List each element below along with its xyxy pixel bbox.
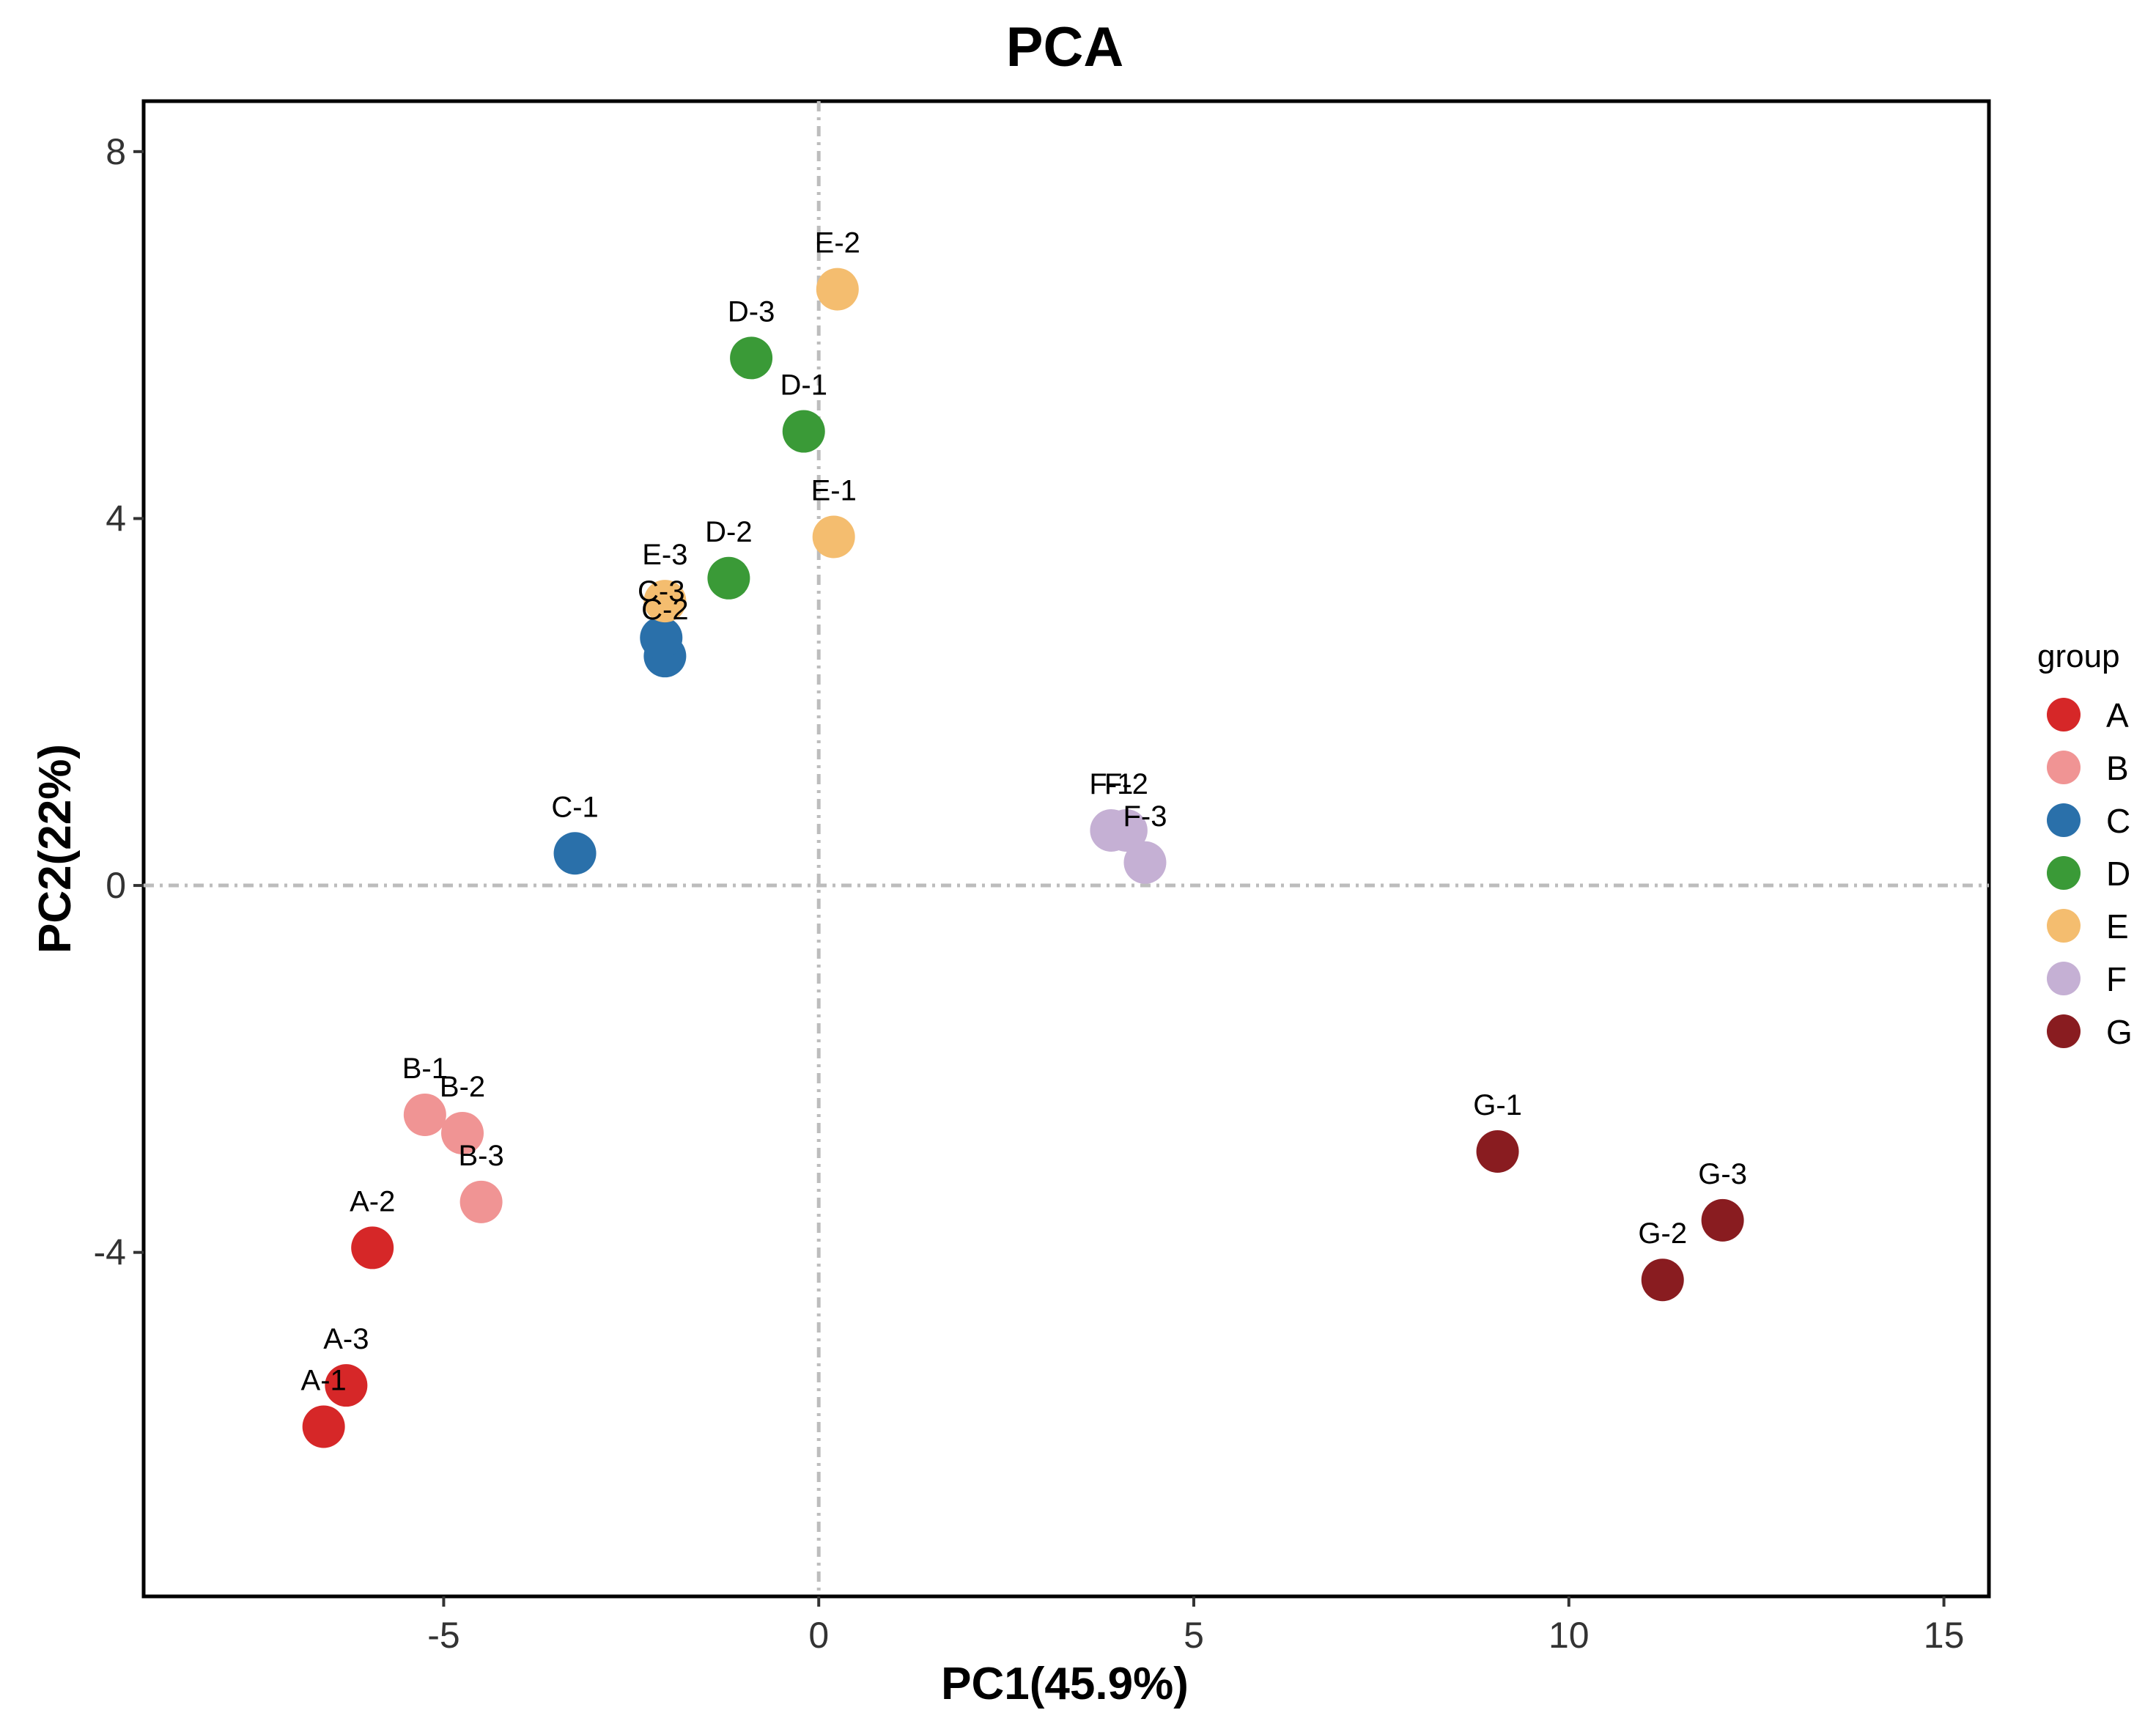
x-tick-label: 0 [808, 1615, 829, 1656]
point-label-e-3: E-3 [642, 539, 687, 571]
x-axis-title: PC1(45.9%) [941, 1659, 1189, 1709]
y-axis-title: PC2(22%) [30, 744, 81, 954]
data-point-c-1 [553, 832, 597, 875]
point-label-c-2: C-2 [641, 594, 688, 626]
legend-key-f [2047, 962, 2081, 995]
y-tick-label: -4 [94, 1232, 126, 1273]
point-labels-layer: A-1 A-2 A-3 B-1B-2 B-3 C-1 C-2C-3 D-1 D-2 D-3 E-1 E… [301, 227, 1747, 1397]
data-point-g-1 [1476, 1130, 1519, 1173]
legend-key-e [2047, 909, 2081, 943]
point-label-b-3: B-3 [458, 1140, 503, 1172]
point-label-a-1: A-1 [301, 1364, 347, 1396]
point-label-b-2: B-2 [440, 1071, 485, 1103]
legend-label-f: F [2106, 960, 2127, 998]
data-point-f-2 [1104, 808, 1148, 852]
data-point-d-3 [730, 336, 773, 380]
data-point-g-3 [1701, 1198, 1744, 1242]
chart-title: PCA [1006, 16, 1123, 78]
y-tick-label: 8 [106, 131, 126, 172]
point-label-e-1: E-1 [811, 474, 857, 506]
point-label-g-3: G-3 [1698, 1158, 1747, 1190]
data-point-e-1 [812, 515, 855, 559]
point-label-c-1: C-1 [551, 791, 598, 823]
point-label-d-1: D-1 [780, 369, 827, 402]
legend-key-g [2047, 1014, 2081, 1048]
legend-label-c: C [2106, 802, 2130, 840]
legend-label-d: D [2106, 855, 2130, 893]
data-point-e-2 [816, 268, 859, 311]
point-label-f-1: F-1 [1089, 768, 1133, 800]
x-axis: -5 0 5 10 15 [427, 1596, 1964, 1656]
point-label-d-2: D-2 [705, 516, 752, 548]
point-label-e-2: E-2 [815, 227, 860, 259]
x-tick-label: 15 [1924, 1615, 1965, 1656]
data-point-g-2 [1641, 1258, 1684, 1302]
point-label-a-3: A-3 [323, 1323, 369, 1355]
data-point-e-3 [643, 580, 687, 623]
point-label-c-3: C-3 [638, 575, 684, 608]
points-layer [302, 268, 1744, 1448]
legend-label-a: A [2106, 696, 2129, 734]
data-point-b-3 [459, 1180, 503, 1223]
data-point-a-3 [325, 1364, 368, 1407]
plot-area: -5 0 5 10 15 -4 0 4 8 A-1 A-2 A-3 B-1B-2 B-3 C-1 C-2C… [94, 99, 1991, 1656]
legend-label-e: E [2106, 907, 2129, 946]
legend-key-c [2047, 803, 2081, 837]
data-point-c-3 [640, 616, 683, 660]
data-point-b-2 [441, 1111, 484, 1154]
x-tick-label: 5 [1184, 1615, 1204, 1656]
y-tick-label: 0 [106, 865, 126, 906]
point-label-f-2: F-2 [1104, 768, 1148, 800]
data-point-d-1 [782, 410, 825, 453]
plot-frame [141, 99, 1991, 1599]
point-label-f-3: F-3 [1123, 800, 1167, 833]
data-point-a-2 [351, 1226, 394, 1269]
y-tick-label: 4 [106, 498, 126, 539]
data-point-b-1 [403, 1093, 446, 1136]
x-tick-label: -5 [427, 1615, 459, 1656]
legend-key-b [2047, 751, 2081, 784]
legend-title: group [2037, 638, 2120, 674]
x-tick-label: 10 [1548, 1615, 1590, 1656]
data-point-d-2 [707, 556, 750, 600]
legend-label-b: B [2106, 749, 2129, 787]
point-label-g-1: G-1 [1473, 1089, 1522, 1121]
legend-label-g: G [2106, 1013, 2133, 1051]
data-point-f-3 [1123, 841, 1167, 884]
legend-key-a [2047, 698, 2081, 731]
data-point-a-1 [302, 1405, 345, 1448]
y-axis: -4 0 4 8 [94, 131, 144, 1273]
legend-key-d [2047, 856, 2081, 890]
point-label-a-2: A-2 [350, 1185, 395, 1217]
point-label-b-1: B-1 [402, 1053, 448, 1085]
point-label-g-2: G-2 [1638, 1217, 1687, 1250]
point-label-d-3: D-3 [728, 295, 775, 328]
